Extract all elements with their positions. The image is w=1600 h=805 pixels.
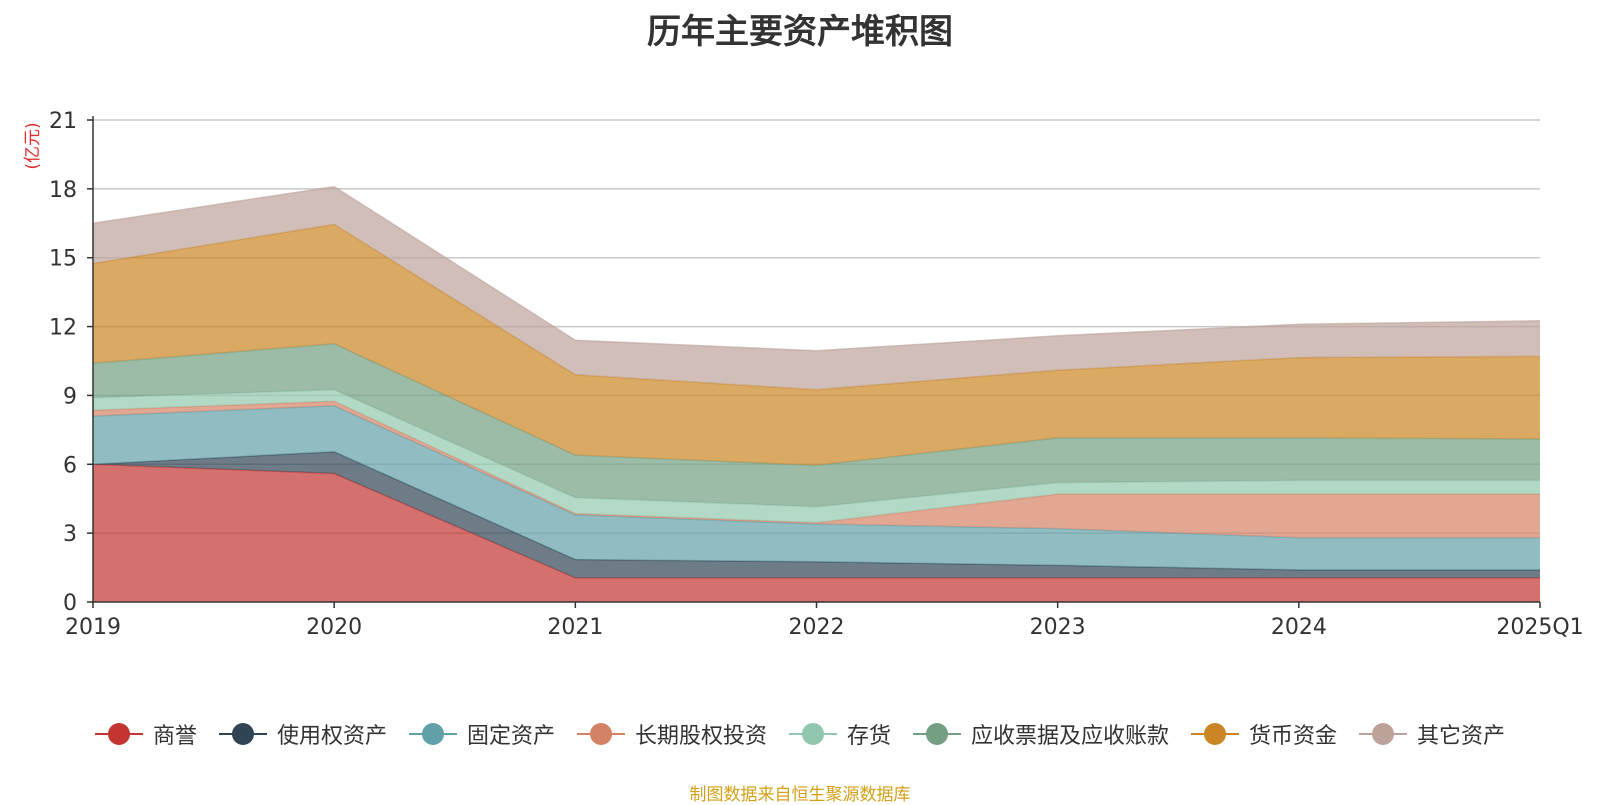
- x-tick-label: 2022: [789, 615, 845, 640]
- x-tick-label: 2025Q1: [1496, 615, 1583, 640]
- legend-marker-icon: [913, 722, 962, 746]
- legend-marker-icon: [1191, 722, 1240, 746]
- y-tick-label: 18: [49, 178, 77, 203]
- legend-item[interactable]: 其它资产: [1359, 718, 1505, 750]
- legend-label: 其它资产: [1417, 724, 1506, 749]
- area-其它资产: [93, 186, 1540, 390]
- axes: 0 3 6 9 12 15 18 21 2019 2020 2021 2022 2023 2024 2025…: [49, 109, 1584, 640]
- x-tick-label: 2023: [1030, 615, 1086, 640]
- legend-item[interactable]: 使用权资产: [218, 718, 387, 750]
- area-长期股权投资: [93, 401, 1540, 538]
- stacked-area-chart: 0 3 6 9 12 15 18 21 2019 2020 2021 2022 2023 2024 2025…: [23, 109, 1584, 640]
- y-tick-label: 21: [49, 109, 77, 134]
- legend-marker-icon: [408, 722, 457, 746]
- area-货币资金: [93, 224, 1540, 466]
- y-tick-label: 9: [63, 384, 77, 409]
- legend-marker-icon: [576, 722, 625, 746]
- series-line-其它资产: [92, 185, 1541, 352]
- legend-item[interactable]: 长期股权投资: [576, 718, 767, 750]
- y-tick-label: 15: [49, 247, 77, 272]
- legend-item[interactable]: 货币资金: [1191, 718, 1337, 750]
- x-tick-label: 2019: [65, 615, 121, 640]
- legend-item[interactable]: 存货: [789, 718, 891, 750]
- y-tick-label: 3: [63, 522, 77, 547]
- legend-label: 长期股权投资: [634, 724, 767, 749]
- area-series: [92, 185, 1541, 602]
- x-tick-label: 2020: [306, 615, 362, 640]
- legend-label: 货币资金: [1249, 724, 1338, 749]
- legend-marker-icon: [218, 722, 267, 746]
- area-固定资产: [93, 405, 1540, 570]
- legend-marker-icon: [789, 722, 837, 746]
- legend-label: 使用权资产: [276, 724, 387, 749]
- legend-label: 商誉: [152, 724, 197, 749]
- legend-marker-icon: [94, 722, 143, 746]
- legend-item[interactable]: 固定资产: [408, 718, 555, 750]
- area-商誉: [93, 464, 1540, 602]
- legend: 商誉 使用权资产 固定资产 长期股权投资 存货 应收票据及应收账款 货币资金 其它资产: [0, 718, 1600, 750]
- chart-title: 历年主要资产堆积图: [647, 12, 953, 52]
- y-tick-label: 6: [63, 453, 77, 478]
- y-tick-label: 0: [63, 591, 77, 616]
- legend-label: 固定资产: [466, 724, 555, 749]
- legend-item[interactable]: 商誉: [94, 718, 197, 750]
- x-tick-label: 2024: [1271, 615, 1327, 640]
- legend-marker-icon: [1359, 722, 1408, 746]
- area-应收票据及应收账款: [93, 343, 1540, 507]
- area-存货: [93, 389, 1540, 523]
- legend-label: 存货: [847, 724, 892, 749]
- source-note: 制图数据来自恒生聚源数据库: [689, 785, 911, 805]
- area-使用权资产: [93, 451, 1540, 578]
- y-tick-label: 12: [49, 316, 77, 341]
- legend-item[interactable]: 应收票据及应收账款: [913, 718, 1169, 750]
- y-axis-unit-label: (亿元): [23, 122, 43, 169]
- x-tick-label: 2021: [547, 615, 603, 640]
- legend-label: 应收票据及应收账款: [971, 724, 1170, 749]
